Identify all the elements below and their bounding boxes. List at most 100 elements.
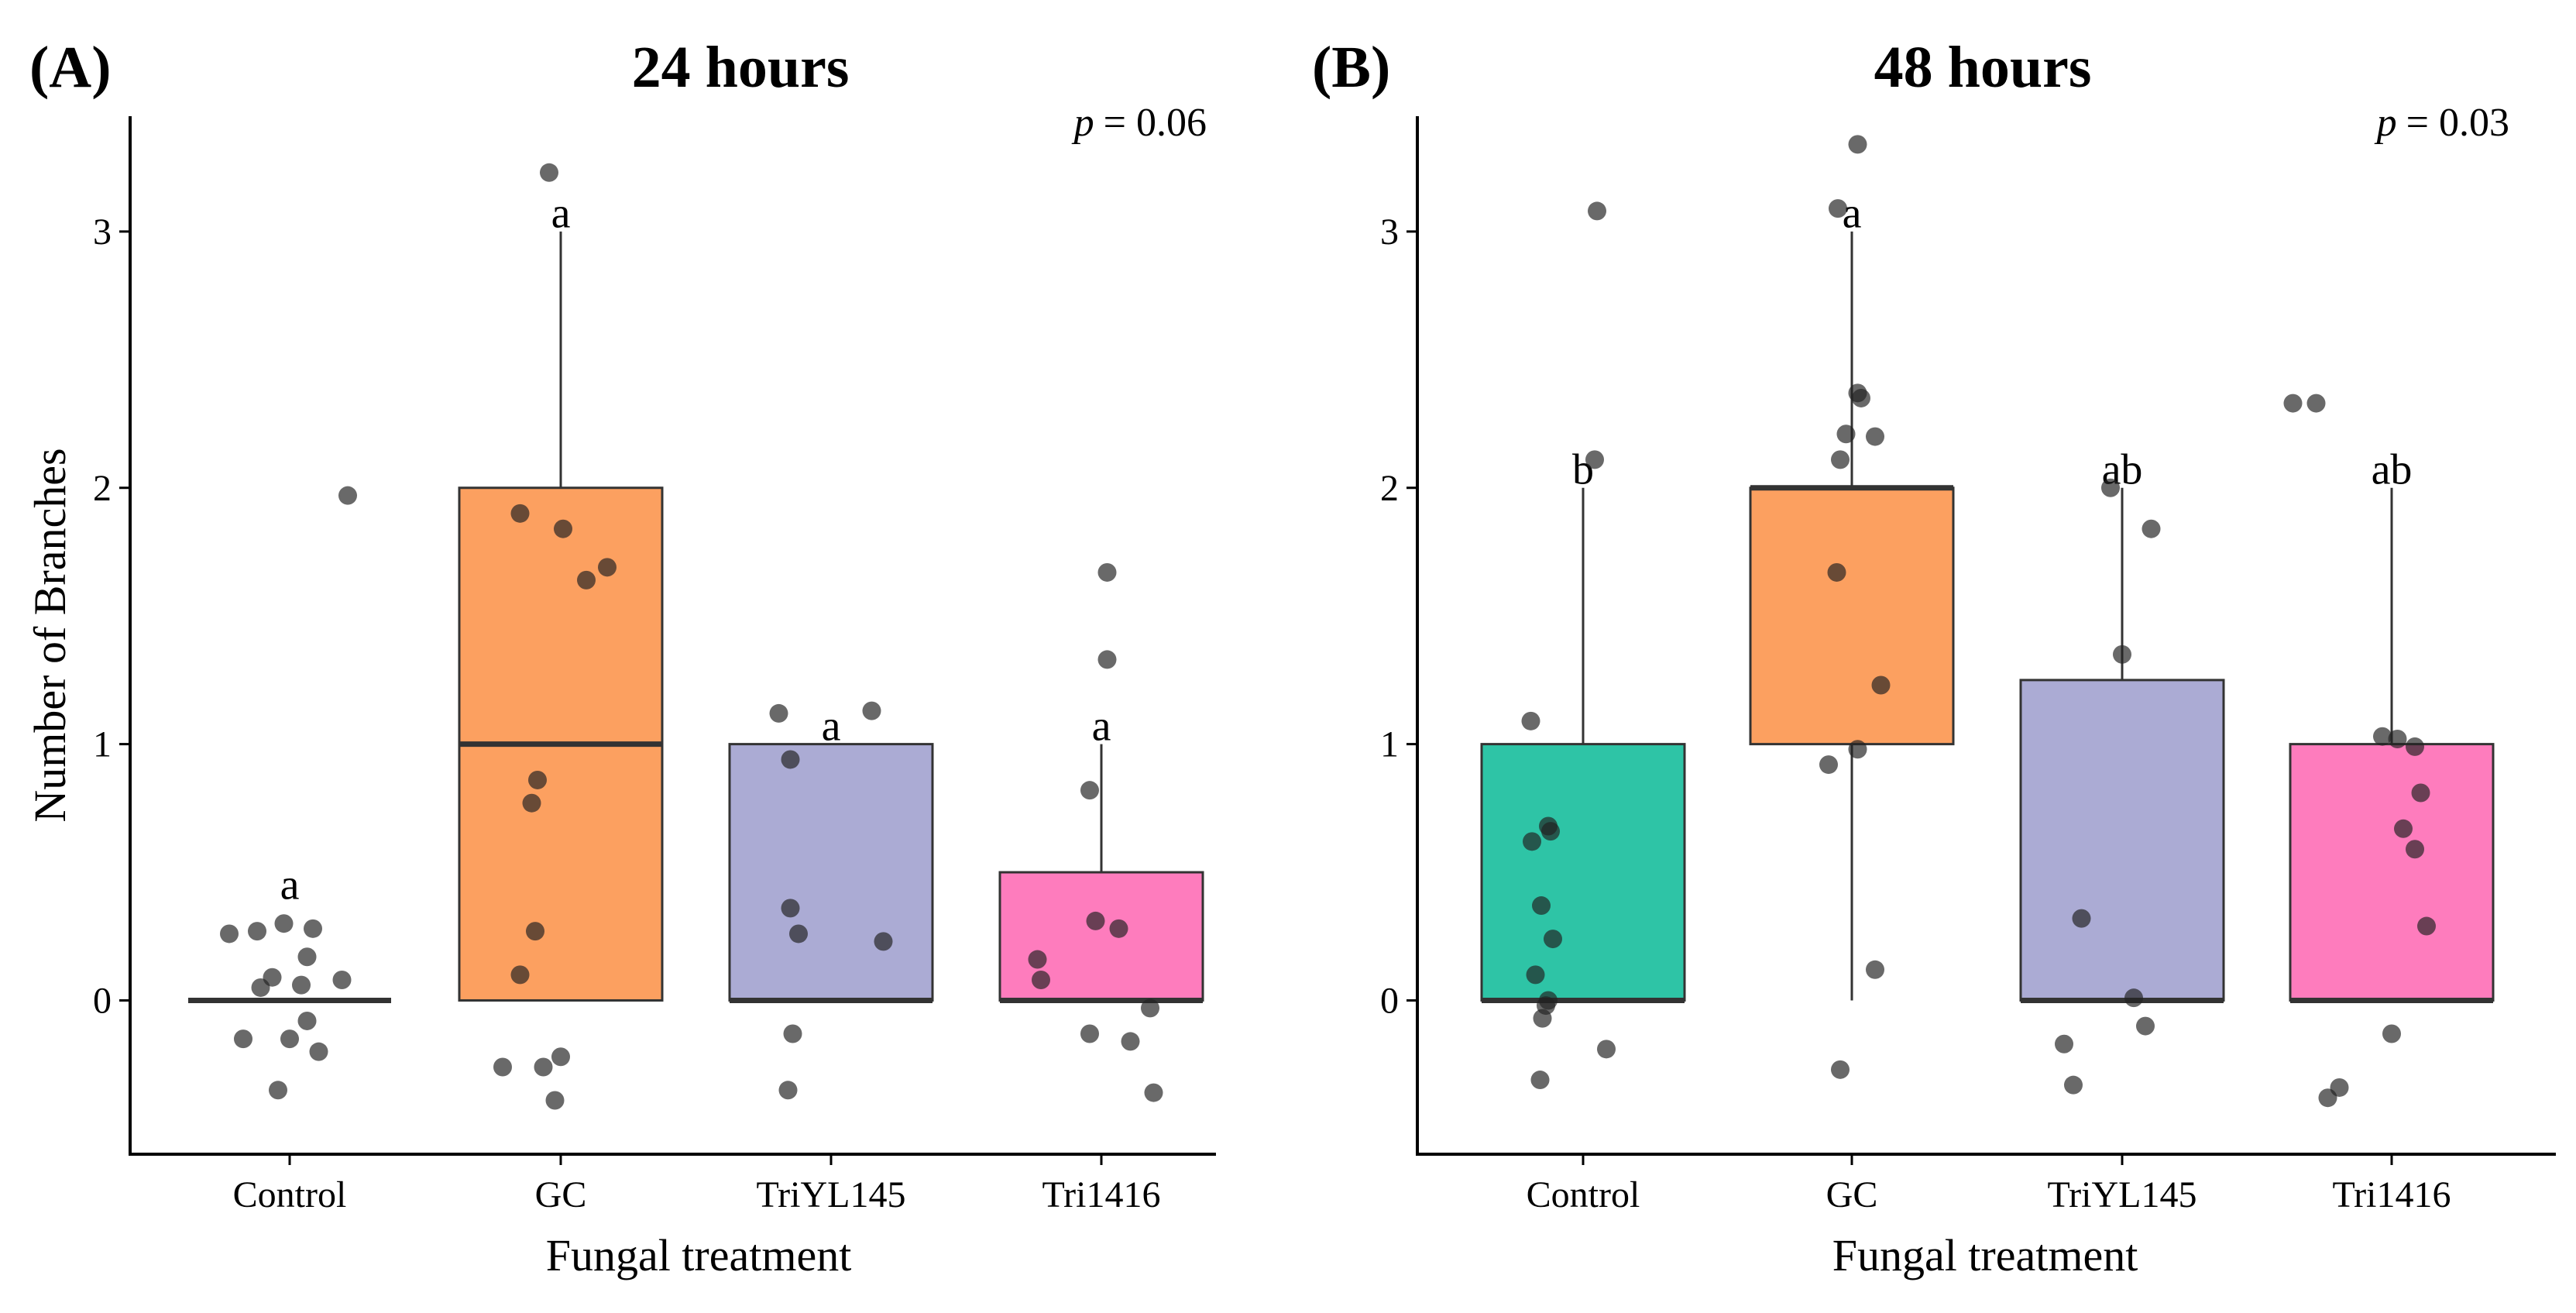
panel-b-data-point [1829, 199, 1847, 218]
panel-a-data-point [493, 1057, 512, 1077]
panel-a-y-tick-label: 2 [93, 468, 112, 509]
panel-a-data-point [510, 965, 530, 985]
panel-b-data-point [1831, 450, 1850, 469]
panel-a-data-point [545, 1091, 565, 1110]
panel-a-data-point [280, 1029, 299, 1049]
iqr-box [728, 743, 934, 1002]
panel-a-box-control: a [188, 861, 391, 1003]
panel-b-data-point [1523, 832, 1541, 851]
panel-a-data-point [526, 922, 544, 941]
panel-b-data-point [2101, 478, 2120, 497]
panel-a-data-point [297, 947, 317, 967]
panel-b-data-point [2394, 819, 2413, 838]
panel-b-x-axis-title: Fungal treatment [1832, 1230, 2138, 1280]
panel-a-data-point [534, 1057, 553, 1077]
panel-b-data-point [1848, 135, 1867, 154]
panel-a-data-point [1097, 562, 1117, 582]
panel-a-p-symbol: p [1071, 101, 1094, 145]
panel-a-data-point [332, 971, 352, 990]
panel-b-data-point [2382, 1024, 2401, 1043]
panel-a-data-point [528, 770, 547, 789]
panel-a-x-tick-label: Tri1416 [1042, 1174, 1161, 1215]
panel-a-data-point [220, 924, 239, 944]
significance-letter: a [551, 190, 571, 238]
panel-a-p-number: = 0.06 [1104, 101, 1207, 145]
panel-b-data-point [2124, 988, 2143, 1008]
panel-b-data-point [1521, 711, 1540, 730]
panel-a-data-point [1032, 971, 1050, 990]
panel-a-data-point [769, 703, 788, 723]
panel-a-data-point [781, 899, 800, 918]
panel-b-data-point [2318, 1088, 2337, 1108]
panel-b-data-point [1532, 896, 1551, 916]
panel-b-box-gc: a [1749, 190, 1955, 1001]
panel-b-x-tick-label: Tri1416 [2333, 1174, 2451, 1215]
iqr-box [1480, 743, 1686, 1002]
panel-b-data-point [2064, 1075, 2083, 1095]
panel-a-data-point [789, 924, 808, 944]
significance-letter: a [280, 861, 300, 909]
panel-b-data-point [1819, 755, 1838, 775]
panel-b-box-triyl145: ab [2019, 446, 2225, 1003]
panel-b-data-point [1866, 960, 1884, 979]
significance-letter: a [1092, 702, 1111, 750]
panel-b-data-point [1827, 562, 1846, 582]
panel-b-y-tick-label: 3 [1380, 211, 1399, 253]
panel-b-data-point [1533, 1009, 1552, 1028]
panel-a: (A) 24 hours p = 0.06 0 1 2 3 Control GC TriYL1… [25, 35, 1216, 1280]
panel-a-box-gc: a [458, 190, 664, 1002]
panel-a-data-point [522, 793, 541, 813]
panel-a-data-point [540, 163, 558, 182]
panel-b-x-tick-label: Control [1527, 1174, 1640, 1215]
panel-b-label: (B) [1312, 35, 1390, 100]
panel-b-data-point [2411, 783, 2430, 803]
panel-b-data-point [1530, 1071, 1550, 1090]
panel-a-y-tick-label: 1 [93, 724, 112, 765]
panel-a-data-point [269, 1081, 287, 1100]
panel-b-data-point [1836, 424, 1856, 444]
panel-b-data-point [2417, 916, 2436, 936]
panel-b-data-point [2306, 394, 2326, 413]
panel-b-data-point [1588, 201, 1606, 221]
panel-b-data-point [1585, 450, 1604, 469]
panel-b-y-tick-label: 1 [1380, 724, 1399, 765]
panel-b-title: 48 hours [1874, 35, 2092, 100]
panel-a-plot: 0 1 2 3 Control GC TriYL145 Tri1416 a a a a [93, 116, 1216, 1215]
panel-a-x-tick-label: GC [535, 1174, 587, 1215]
iqr-box [2019, 679, 2225, 1002]
panel-a-data-point [292, 975, 311, 995]
iqr-box [2289, 743, 2495, 1002]
panel-b-data-point [2406, 840, 2424, 859]
panel-a-data-point [1080, 1024, 1099, 1043]
panel-b-data-point [2072, 909, 2091, 928]
panel-a-data-point [248, 922, 266, 941]
panel-b-data-point [2406, 737, 2424, 756]
panel-a-data-point [297, 1011, 317, 1030]
panel-b-box-control: b [1480, 446, 1686, 1003]
panel-b-p-symbol: p [2374, 101, 2397, 145]
panel-a-data-point [1080, 781, 1099, 800]
panel-b-data-point [1597, 1040, 1616, 1059]
panel-a-y-axis-title: Number of Branches [25, 448, 75, 822]
panel-b-y-tick-label: 2 [1380, 468, 1399, 509]
panel-b-data-point [1544, 930, 1562, 949]
significance-letter: ab [2372, 446, 2413, 494]
panel-b-data-point [2388, 730, 2407, 748]
panel-a-data-point [338, 486, 357, 505]
panel-a-data-point [1097, 650, 1117, 669]
panel-a-data-point [309, 1042, 328, 1061]
panel-a-data-point [554, 519, 572, 538]
panel-b-data-point [2283, 394, 2303, 413]
panel-b-data-point [2373, 727, 2392, 746]
panel-b: (B) 48 hours p = 0.03 0 1 2 3 Control GC TriYL1… [1312, 35, 2556, 1280]
panel-b-x-tick-label: TriYL145 [2048, 1174, 2197, 1215]
panel-b-data-point [1541, 822, 1560, 841]
panel-a-data-point [510, 504, 530, 523]
iqr-box [1749, 486, 1955, 746]
panel-b-y-tick-label: 0 [1380, 980, 1399, 1021]
panel-a-data-point [1109, 919, 1128, 938]
panel-a-y-tick-label: 3 [93, 211, 112, 253]
panel-b-data-point [2136, 1016, 2155, 1036]
